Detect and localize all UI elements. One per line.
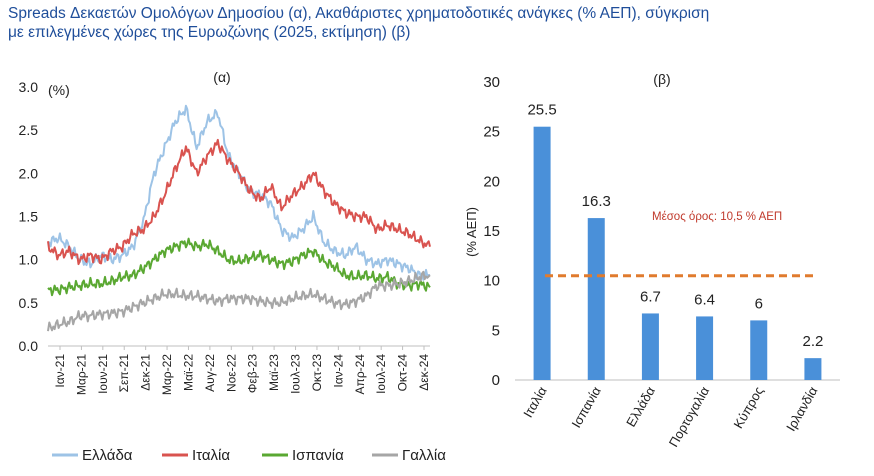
chart-a-xtick: Απρ-24 <box>353 354 367 395</box>
chart-a-xtick: Ιουλ-23 <box>289 354 303 394</box>
chart-b-category-label: Ιρλανδία <box>783 384 821 434</box>
chart-title-line1: Spreads Δεκαετών Ομολόγων Δημοσίου (α), … <box>8 5 710 22</box>
chart-b-ytick: 30 <box>483 74 500 91</box>
chart-b-ytick: 5 <box>492 322 500 339</box>
chart-a-ytick: 2.0 <box>19 165 39 181</box>
chart-title-line2: με επιλεγμένες χώρες της Ευρωζώνης (2025… <box>8 24 411 41</box>
chart-a-xtick: Ιαν-24 <box>331 354 345 388</box>
chart-a-ytick: 1.0 <box>19 252 39 268</box>
chart-a-xtick: Δεκ-24 <box>417 354 431 391</box>
legend-label: Γαλλία <box>402 447 446 464</box>
chart-a-series-spain <box>47 237 431 297</box>
chart-a-xtick: Οκτ-24 <box>396 354 410 392</box>
chart-a-ytick: 0.0 <box>19 338 39 354</box>
chart-b-ytick: 15 <box>483 223 500 240</box>
chart-b-bar <box>804 358 822 380</box>
chart-b-category-label: Ιταλία <box>520 384 550 420</box>
chart-a-ytick: 2.5 <box>19 122 39 138</box>
chart-b-title: (β) <box>653 71 670 87</box>
chart-b-value-label: 16.3 <box>582 193 611 210</box>
chart-a-title: (α) <box>213 69 230 85</box>
chart-a-xtick: Μαϊ-22 <box>181 354 195 391</box>
chart-b-bar <box>533 126 551 380</box>
chart-b-value-label: 2.2 <box>802 333 823 350</box>
legend-label: Ιταλία <box>192 447 230 464</box>
chart-a-ytick: 3.0 <box>19 79 39 95</box>
chart-b-average-label: Μέσος όρος: 10,5 % ΑΕΠ <box>652 211 782 223</box>
chart-b-ytick: 25 <box>483 124 500 141</box>
chart-a-series-france <box>47 270 431 332</box>
chart-b-ytick: 20 <box>483 173 500 190</box>
chart-a-xtick: Αυγ-22 <box>203 354 217 392</box>
chart-a-xtick: Οκτ-23 <box>310 354 324 392</box>
chart-b-category-label: Ελλάδα <box>623 384 658 430</box>
chart-a-xtick: Ιαν-21 <box>53 354 67 388</box>
chart-a-xtick: Σεπ-21 <box>117 354 131 393</box>
chart-b-category-label: Πορτογαλία <box>666 384 713 450</box>
chart-b-value-label: 6 <box>755 295 763 312</box>
chart-a-xtick: Ιουλ-24 <box>374 354 388 394</box>
chart-a-xtick: Μαϊ-23 <box>267 354 281 391</box>
legend-label: Ισπανία <box>292 447 344 464</box>
chart-a-xtick: Ιουν-21 <box>96 354 110 394</box>
chart-a-unit-label: (%) <box>48 82 70 98</box>
chart-b-bar <box>696 316 714 380</box>
legend-label: Ελλάδα <box>82 447 133 464</box>
chart-a-xtick: Μαρ-22 <box>160 354 174 395</box>
chart-a-ytick: 1.5 <box>19 209 39 225</box>
chart-b-category-label: Κύπρος <box>731 384 767 431</box>
chart-a-ytick: 0.5 <box>19 295 39 311</box>
chart-b-bar <box>750 320 768 380</box>
chart-b-ytick: 10 <box>483 273 500 290</box>
chart-b-bar <box>641 313 659 380</box>
chart-b-value-label: 25.5 <box>527 102 556 119</box>
chart-a-xtick: Μαρ-21 <box>74 354 88 395</box>
chart-b-value-label: 6.7 <box>640 288 661 305</box>
chart-a-xtick: Δεκ-21 <box>139 354 153 391</box>
chart-b-value-label: 6.4 <box>694 291 715 308</box>
chart-a-series-greece <box>48 104 431 281</box>
chart-b-bar <box>587 218 605 380</box>
chart-b-ytick: 0 <box>492 372 500 389</box>
chart-b-category-label: Ισπανία <box>568 384 604 431</box>
chart-a-xtick: Νοε-22 <box>224 354 238 392</box>
chart-a-xtick: Φεβ-23 <box>246 354 260 393</box>
chart-title: Spreads Δεκαετών Ομολόγων Δημοσίου (α), … <box>8 4 868 42</box>
chart-a-series-italy <box>47 138 431 266</box>
chart-b-ylabel: (% ΑΕΠ) <box>464 207 479 257</box>
